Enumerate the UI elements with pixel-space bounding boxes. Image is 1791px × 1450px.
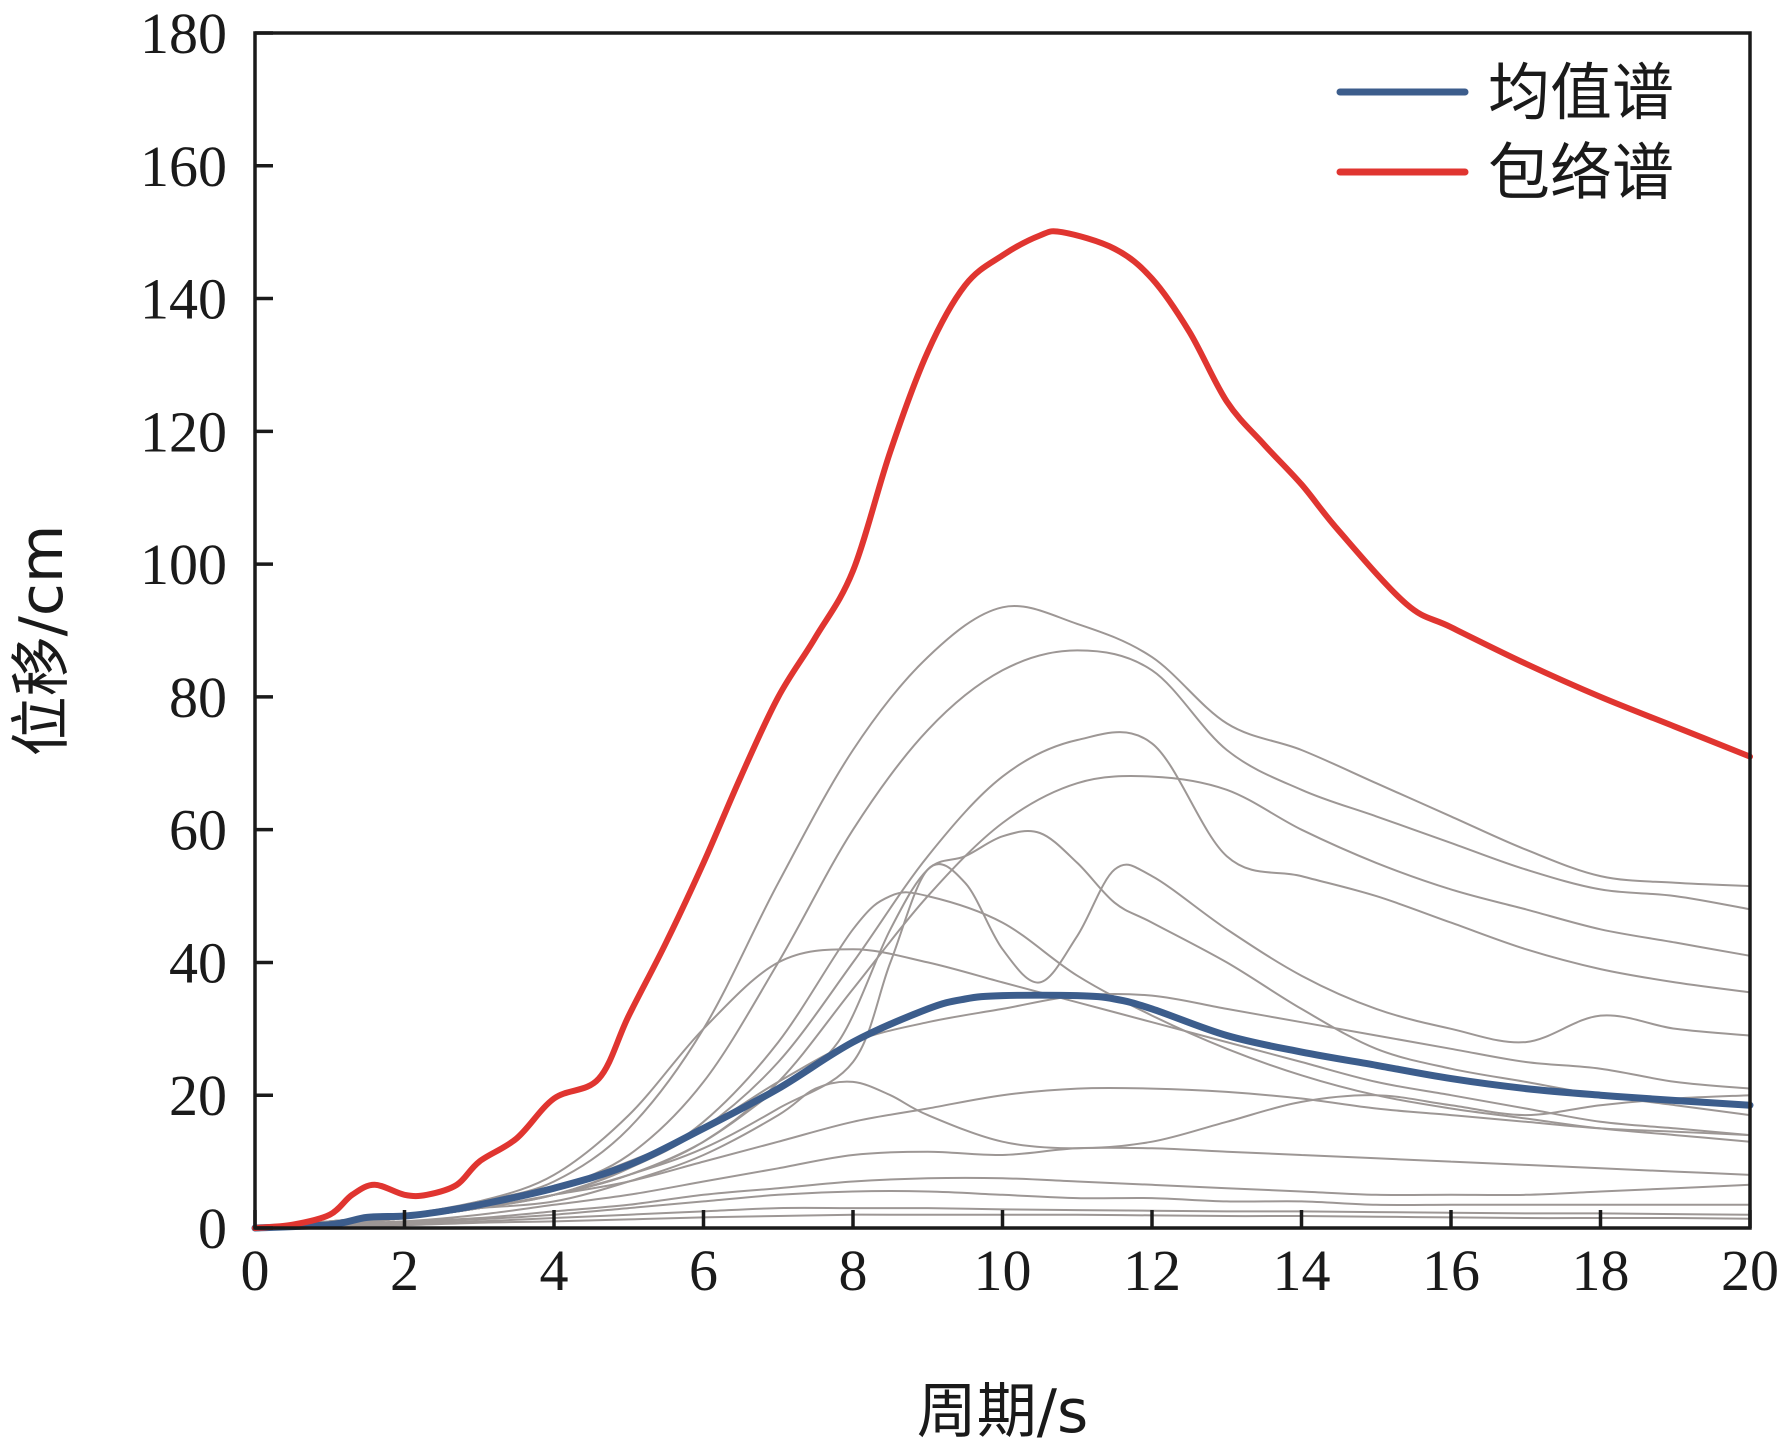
legend-label-envelope: 包络谱 [1488, 136, 1674, 209]
background-series-line-14 [254, 1190, 1750, 1229]
mean-series-line [251, 991, 1754, 1232]
plot-lines [251, 228, 1754, 1232]
background-series-line-6 [254, 863, 1751, 1229]
x-tick-label: 14 [1273, 1238, 1331, 1303]
plot-frame [253, 31, 1752, 1230]
x-tick-label: 0 [241, 1238, 270, 1303]
background-series-line-1 [254, 605, 1751, 1229]
y-tick-label: 100 [140, 532, 227, 597]
x-tick-label: 10 [974, 1238, 1032, 1303]
y-tick-label: 0 [198, 1196, 227, 1261]
y-axis-title: 位移/cm [7, 525, 77, 757]
x-tick-label: 8 [839, 1238, 868, 1303]
envelope-series-line [252, 228, 1753, 1231]
background-series-line-5 [254, 830, 1751, 1229]
y-tick-label: 160 [140, 134, 227, 199]
background-series-line-10 [254, 1080, 1751, 1229]
background-series-line-11 [254, 1086, 1751, 1229]
axis-tick-labels: 0 2 4 6 8 10 12 14 16 18 20 0 20 40 60 80 100 120 140 160 18… [140, 1, 1779, 1303]
x-tick-label: 6 [689, 1238, 718, 1303]
x-tick-label: 12 [1123, 1238, 1181, 1303]
background-series-line-3 [254, 731, 1751, 1229]
y-tick-label: 140 [140, 267, 227, 332]
legend-label-mean: 均值谱 [1488, 56, 1674, 129]
x-tick-label: 20 [1721, 1238, 1779, 1303]
axis-ticks [253, 31, 1752, 1230]
background-series-line-12 [254, 1146, 1751, 1229]
background-series-line-15 [254, 1206, 1751, 1229]
x-tick-label: 2 [390, 1238, 419, 1303]
y-tick-label: 40 [169, 930, 227, 995]
x-tick-label: 4 [540, 1238, 569, 1303]
y-tick-label: 180 [140, 1, 227, 66]
background-series-line-13 [254, 1176, 1751, 1229]
background-series-line-8 [254, 948, 1751, 1229]
x-tick-label: 16 [1422, 1238, 1480, 1303]
y-tick-label: 120 [140, 399, 227, 464]
x-axis-title: 周期/s [917, 1377, 1088, 1447]
y-tick-label: 60 [169, 798, 227, 863]
y-tick-label: 80 [169, 665, 227, 730]
background-series-line-9 [254, 992, 1751, 1229]
x-tick-label: 18 [1572, 1238, 1630, 1303]
y-tick-label: 20 [169, 1063, 227, 1128]
